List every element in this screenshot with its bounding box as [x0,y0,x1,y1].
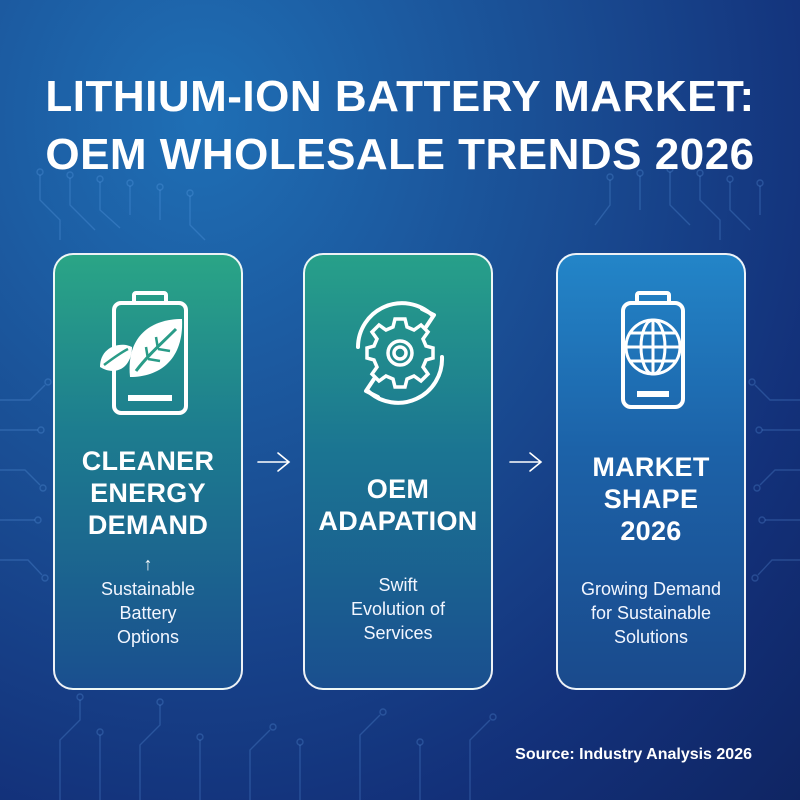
card-2-desc-line-2: Evolution of [350,599,446,619]
title-line-2: OEM WHOLESALE TRENDS 2026 [45,130,755,179]
card-3-title: MARKET SHAPE 2026 [558,451,744,547]
up-arrow-icon: ↑ [143,554,153,574]
card-3-description: Growing Demand for Sustainable Solutions [558,577,744,649]
card-1-title: CLEANER ENERGY DEMAND [55,445,241,541]
card-3-title-line-3: 2026 [620,516,682,546]
cycle-gear-icon [356,301,445,405]
card-1-desc-line-3: Options [116,627,180,647]
card-oem-adaptation: OEM ADAPATION Swift Evolution of Service… [303,253,493,690]
card-1-desc-line-1: Sustainable [100,579,196,599]
card-cleaner-energy-demand: CLEANER ENERGY DEMAND ↑ Sustainable Batt… [53,253,243,690]
source-caption: Source: Industry Analysis 2026 [515,746,752,763]
card-1-desc-line-2: Battery [119,603,177,623]
card-3-desc-line-2: for Sustainable [590,603,712,623]
card-2-title-line-1: OEM [366,474,430,504]
arrow-right-icon [257,452,291,472]
battery-globe-icon [621,291,685,409]
card-3-title-line-2: SHAPE [603,484,699,514]
card-2-title: OEM ADAPATION [305,473,491,537]
card-3-desc-line-1: Growing Demand [580,579,722,599]
card-1-title-line-2: ENERGY [90,478,206,508]
card-1-title-line-1: CLEANER [81,446,215,476]
title-line-1: LITHIUM-ION BATTERY MARKET: [45,72,755,121]
card-2-title-line-2: ADAPATION [318,506,478,536]
card-3-title-line-1: MARKET [592,452,710,482]
card-1-description: Sustainable Battery Options [55,577,241,649]
arrow-right-icon [509,452,543,472]
battery-leaf-icon [100,291,188,415]
card-1-title-line-3: DEMAND [87,510,209,540]
card-2-desc-line-1: Swift [378,575,418,595]
card-2-desc-line-3: Services [363,623,433,643]
card-3-desc-line-3: Solutions [613,627,689,647]
page-title: LITHIUM-ION BATTERY MARKET: OEM WHOLESAL… [0,68,800,184]
card-2-description: Swift Evolution of Services [305,573,491,645]
card-market-shape-2026: MARKET SHAPE 2026 Growing Demand for Sus… [556,253,746,690]
